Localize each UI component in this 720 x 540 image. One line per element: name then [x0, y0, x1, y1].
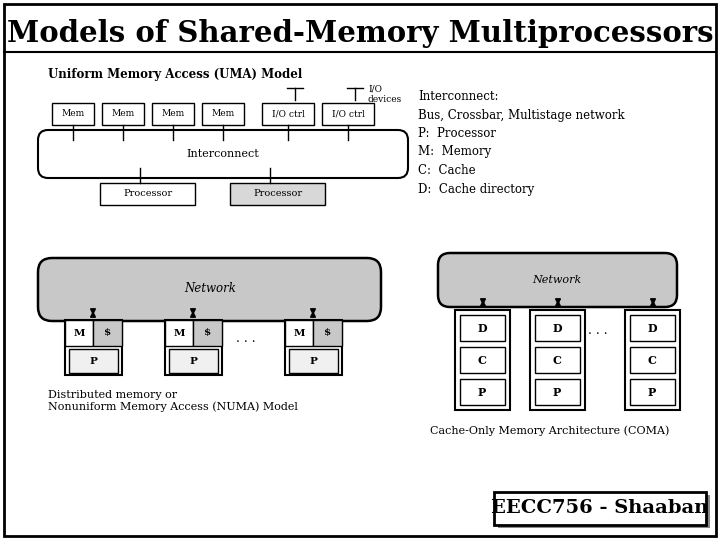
Text: Network: Network: [184, 282, 236, 295]
Text: $: $: [323, 328, 330, 338]
Text: P: P: [309, 356, 317, 366]
FancyBboxPatch shape: [460, 347, 505, 373]
Text: M: M: [174, 328, 185, 338]
FancyBboxPatch shape: [4, 4, 716, 536]
Text: Network: Network: [532, 275, 582, 285]
FancyBboxPatch shape: [289, 349, 338, 373]
Text: . . .: . . .: [588, 323, 608, 336]
FancyBboxPatch shape: [535, 347, 580, 373]
FancyBboxPatch shape: [438, 253, 677, 307]
FancyBboxPatch shape: [38, 130, 408, 178]
Text: I/O ctrl: I/O ctrl: [332, 110, 364, 118]
FancyBboxPatch shape: [535, 379, 580, 405]
FancyBboxPatch shape: [460, 315, 505, 341]
FancyBboxPatch shape: [630, 315, 675, 341]
Text: $: $: [104, 328, 111, 338]
Text: Mem: Mem: [212, 110, 235, 118]
FancyBboxPatch shape: [152, 103, 194, 125]
Text: I/O
devices: I/O devices: [368, 85, 402, 104]
FancyBboxPatch shape: [165, 320, 222, 375]
FancyBboxPatch shape: [165, 320, 193, 346]
FancyBboxPatch shape: [460, 379, 505, 405]
Text: I/O ctrl: I/O ctrl: [271, 110, 305, 118]
Text: Processor: Processor: [253, 190, 302, 199]
Text: P: P: [478, 387, 486, 397]
Text: Distributed memory or
Nonuniform Memory Access (NUMA) Model: Distributed memory or Nonuniform Memory …: [48, 390, 298, 412]
Text: Cache-Only Memory Architecture (COMA): Cache-Only Memory Architecture (COMA): [430, 425, 670, 436]
Text: Mem: Mem: [112, 110, 135, 118]
FancyBboxPatch shape: [169, 349, 218, 373]
FancyBboxPatch shape: [102, 103, 144, 125]
FancyBboxPatch shape: [38, 258, 381, 321]
FancyBboxPatch shape: [625, 310, 680, 410]
FancyBboxPatch shape: [230, 183, 325, 205]
Text: Interconnect:
Bus, Crossbar, Multistage network
P:  Processor
M:  Memory
C:  Cac: Interconnect: Bus, Crossbar, Multistage …: [418, 90, 625, 195]
FancyBboxPatch shape: [630, 347, 675, 373]
Text: C: C: [647, 354, 657, 366]
FancyBboxPatch shape: [630, 379, 675, 405]
Text: . . .: . . .: [236, 332, 256, 345]
FancyBboxPatch shape: [262, 103, 314, 125]
FancyBboxPatch shape: [52, 103, 94, 125]
FancyBboxPatch shape: [313, 320, 342, 346]
FancyBboxPatch shape: [498, 495, 710, 528]
Text: P: P: [89, 356, 97, 366]
Text: C: C: [552, 354, 562, 366]
Text: Interconnect: Interconnect: [186, 149, 259, 159]
Text: C: C: [477, 354, 487, 366]
Text: M: M: [73, 328, 85, 338]
Text: P: P: [189, 356, 197, 366]
FancyBboxPatch shape: [202, 103, 244, 125]
Text: M: M: [293, 328, 305, 338]
Text: EECC756 - Shaaban: EECC756 - Shaaban: [491, 499, 708, 517]
FancyBboxPatch shape: [455, 310, 510, 410]
Text: Models of Shared-Memory Multiprocessors: Models of Shared-Memory Multiprocessors: [6, 18, 714, 48]
Text: Processor: Processor: [123, 190, 172, 199]
FancyBboxPatch shape: [530, 310, 585, 410]
FancyBboxPatch shape: [193, 320, 222, 346]
Text: P: P: [553, 387, 561, 397]
FancyBboxPatch shape: [322, 103, 374, 125]
Text: D: D: [552, 322, 562, 334]
FancyBboxPatch shape: [285, 320, 342, 375]
Text: Mem: Mem: [161, 110, 184, 118]
FancyBboxPatch shape: [494, 492, 706, 525]
Text: D: D: [647, 322, 657, 334]
FancyBboxPatch shape: [69, 349, 118, 373]
FancyBboxPatch shape: [93, 320, 122, 346]
Text: $: $: [203, 328, 211, 338]
Text: Mem: Mem: [61, 110, 85, 118]
FancyBboxPatch shape: [535, 315, 580, 341]
FancyBboxPatch shape: [285, 320, 313, 346]
FancyBboxPatch shape: [100, 183, 195, 205]
Text: Uniform Memory Access (UMA) Model: Uniform Memory Access (UMA) Model: [48, 68, 302, 81]
FancyBboxPatch shape: [65, 320, 122, 375]
Text: D: D: [477, 322, 487, 334]
FancyBboxPatch shape: [65, 320, 93, 346]
Text: P: P: [648, 387, 656, 397]
